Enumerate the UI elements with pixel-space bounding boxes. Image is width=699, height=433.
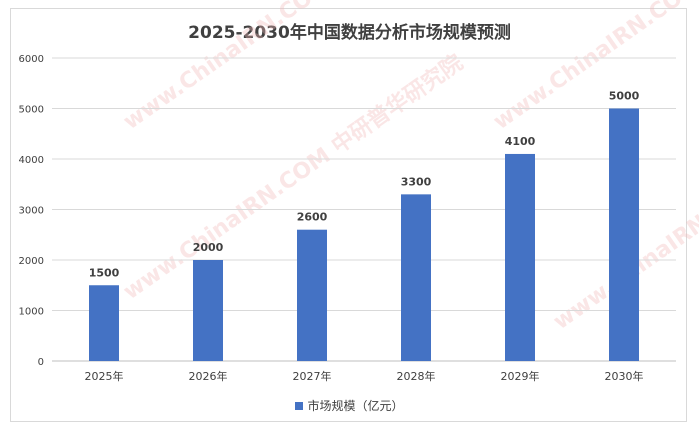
y-tick-label: 5000	[19, 105, 44, 116]
bar	[89, 285, 119, 361]
data-label: 1500	[89, 266, 120, 279]
bar	[505, 153, 535, 361]
x-tick-label: 2025年	[85, 369, 124, 383]
watermark: www.ChinaIRN.COM 中研普华研究院	[119, 0, 468, 135]
y-tick-label: 0	[38, 357, 44, 368]
data-label: 2600	[297, 211, 328, 224]
legend: 市场规模（亿元）	[0, 397, 699, 414]
data-label: 3300	[401, 175, 432, 188]
legend-label: 市场规模（亿元）	[307, 399, 404, 413]
y-tick-label: 1000	[19, 307, 44, 318]
x-tick-label: 2029年	[501, 369, 540, 383]
chart-title: 2025-2030年中国数据分析市场规模预测	[188, 23, 511, 43]
bar	[609, 108, 639, 361]
chart-frame	[10, 8, 687, 422]
data-label: 2000	[193, 241, 224, 254]
legend-swatch	[295, 402, 304, 410]
watermark: www.ChinaIRN.COM 中研普华研究院	[489, 0, 699, 135]
bar	[401, 194, 431, 361]
x-tick-label: 2026年	[189, 369, 228, 383]
x-tick-label: 2028年	[397, 369, 436, 383]
y-tick-label: 6000	[19, 54, 44, 65]
y-tick-label: 4000	[19, 155, 44, 166]
bar	[193, 260, 223, 361]
bar	[297, 229, 327, 361]
y-tick-label: 2000	[19, 256, 44, 267]
data-label: 5000	[609, 90, 640, 103]
data-label: 4100	[505, 135, 536, 148]
x-tick-label: 2027年	[293, 369, 332, 383]
y-tick-label: 3000	[19, 206, 44, 217]
x-tick-label: 2030年	[605, 369, 644, 383]
